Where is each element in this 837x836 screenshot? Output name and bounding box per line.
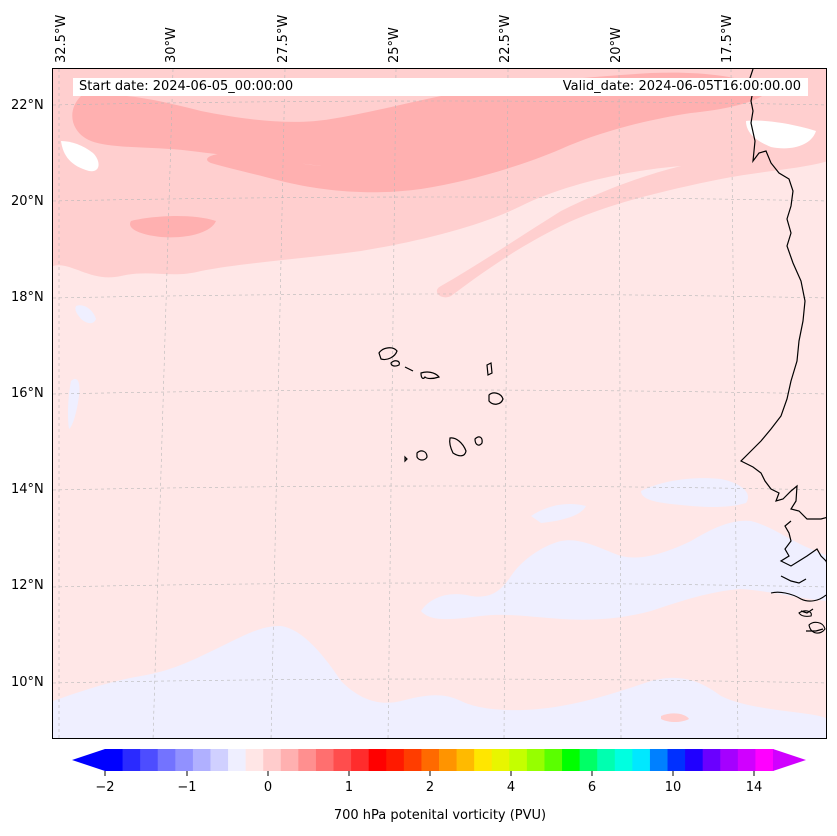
colorbar-cell — [351, 749, 370, 771]
colorbar-tick-label: 6 — [587, 780, 597, 795]
colorbar-cell — [737, 749, 756, 771]
colorbar-tick-label: 10 — [664, 780, 682, 795]
lon-label-32.5W: 32.5°W — [54, 14, 69, 63]
colorbar-cell — [439, 749, 458, 771]
colorbar-cell — [263, 749, 282, 771]
lat-label-14N: 14°N — [11, 482, 44, 497]
colorbar-cell — [140, 749, 159, 771]
colorbar-cell — [474, 749, 493, 771]
colorbar-cell — [315, 749, 335, 771]
colorbar-cell — [755, 749, 774, 771]
lon-label-22.5W: 22.5°W — [498, 14, 513, 63]
graticule — [53, 69, 826, 738]
cape-verde-islands — [378, 347, 504, 463]
lat-label-10N: 10°N — [11, 675, 44, 690]
colorbar-cell — [456, 749, 475, 771]
coastline-bijagos — [770, 591, 826, 634]
colorbar-cell — [632, 749, 651, 771]
colorbar-cell — [526, 749, 545, 771]
colorbar-cell — [105, 749, 124, 771]
date-info-bar: Start date: 2024-06-05_00:00:00 Valid_da… — [73, 78, 808, 96]
colorbar-cell — [562, 749, 581, 771]
lat-label-12N: 12°N — [11, 578, 44, 593]
pv-negative-ne — [641, 478, 749, 507]
colorbar-cell — [210, 749, 229, 771]
colorbar-cell — [333, 749, 352, 771]
colorbar-cell — [597, 749, 616, 771]
colorbar-cell — [491, 749, 510, 771]
pv-white-patch — [746, 120, 816, 149]
colorbar — [72, 749, 806, 776]
colorbar-cell — [175, 749, 194, 771]
colorbar-cell — [228, 749, 247, 771]
pv-negative-small — [531, 504, 586, 523]
colorbar-cell — [245, 749, 264, 771]
colorbar-cell — [192, 749, 211, 771]
colorbar-cell — [649, 749, 669, 771]
colorbar-cell — [122, 749, 141, 771]
lat-label-16N: 16°N — [11, 386, 44, 401]
colorbar-tick-label: 4 — [506, 780, 516, 795]
start-date-label: Start date: 2024-06-05_00:00:00 — [79, 79, 294, 94]
colorbar-cell — [720, 749, 739, 771]
pv-positive-patch — [661, 713, 689, 722]
colorbar-cell — [667, 749, 686, 771]
colorbar-cell — [368, 749, 387, 771]
colorbar-extend-low — [72, 749, 105, 771]
colorbar-tick-label: 0 — [263, 780, 273, 795]
colorbar-tick-label: −2 — [95, 780, 115, 795]
pv-negative-west — [67, 378, 80, 429]
map-panel: Start date: 2024-06-05_00:00:00 Valid_da… — [52, 68, 827, 739]
colorbar-cell — [280, 749, 299, 771]
colorbar-cell — [298, 749, 317, 771]
colorbar-cell — [386, 749, 405, 771]
colorbar-cell — [421, 749, 440, 771]
colorbar-cell — [544, 749, 563, 771]
colorbar-cell — [685, 749, 704, 771]
lon-label-30W: 30°W — [164, 27, 179, 63]
pv-strong-band — [72, 72, 772, 193]
pv-white-patch — [61, 141, 99, 172]
colorbar-tick-label: 2 — [425, 780, 435, 795]
colorbar-tick-label: −1 — [177, 780, 197, 795]
colorbar-cell — [614, 749, 633, 771]
pv-negative-south — [53, 625, 826, 738]
pv-field — [53, 69, 826, 738]
colorbar-cell — [579, 749, 598, 771]
pv-negative-central — [421, 520, 826, 620]
colorbar-cell — [403, 749, 422, 771]
colorbar-title: 700 hPa potenital vorticity (PVU) — [333, 808, 547, 823]
colorbar-cell — [509, 749, 528, 771]
lon-label-17.5W: 17.5°W — [720, 14, 735, 63]
colorbar-extend-high — [773, 749, 806, 771]
lon-label-25W: 25°W — [387, 27, 402, 63]
pv-negative-west2 — [75, 305, 96, 324]
colorbar-cell — [702, 749, 721, 771]
lat-label-22N: 22°N — [11, 98, 44, 113]
valid-date-label: Valid_date: 2024-06-05T16:00:00.00 — [562, 79, 801, 94]
colorbar-tick-label: 14 — [745, 780, 763, 795]
colorbar-cell — [157, 749, 176, 771]
lat-label-20N: 20°N — [11, 194, 44, 209]
pv-strong-patch — [130, 216, 216, 238]
lat-label-18N: 18°N — [11, 290, 44, 305]
lon-label-20W: 20°W — [609, 27, 624, 63]
coastline-africa — [739, 69, 826, 632]
lon-label-27.5W: 27.5°W — [276, 14, 291, 63]
colorbar-tick-label: 1 — [344, 780, 354, 795]
